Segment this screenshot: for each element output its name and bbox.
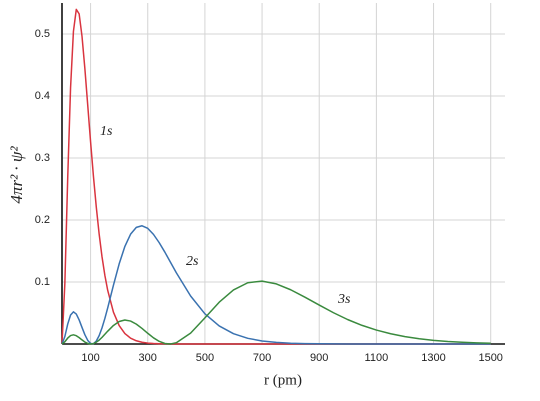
series-label: 3s bbox=[337, 292, 351, 307]
y-tick-label: 0.3 bbox=[35, 152, 50, 164]
x-tick-label: 1300 bbox=[421, 352, 445, 364]
series-line bbox=[61, 8, 491, 345]
y-axis-title: 4πr² · ψ² bbox=[7, 146, 26, 204]
series-line bbox=[61, 280, 491, 345]
y-tick-label: 0.2 bbox=[35, 214, 50, 226]
x-tick-label: 100 bbox=[81, 352, 99, 364]
x-axis-title: r (pm) bbox=[264, 372, 302, 388]
x-tick-label: 900 bbox=[310, 352, 328, 364]
y-tick-label: 0.5 bbox=[35, 28, 50, 40]
series-label: 1s bbox=[100, 124, 113, 139]
y-tick-label: 0.4 bbox=[35, 90, 50, 102]
x-tick-label: 300 bbox=[139, 352, 157, 364]
x-tick-label: 500 bbox=[196, 352, 214, 364]
series-line bbox=[61, 225, 491, 345]
x-tick-label: 700 bbox=[253, 352, 271, 364]
x-tick-label: 1500 bbox=[478, 352, 502, 364]
y-tick-label: 0.1 bbox=[35, 276, 50, 288]
series-label: 2s bbox=[186, 254, 199, 269]
x-tick-label: 1100 bbox=[365, 352, 389, 364]
